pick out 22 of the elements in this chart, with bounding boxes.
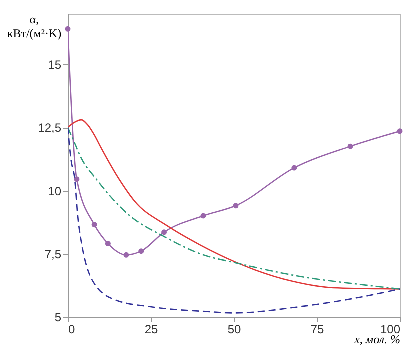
point: [138, 248, 144, 254]
x-tick-label: 25: [144, 322, 158, 336]
point: [124, 252, 130, 258]
y-tick-label: 5: [54, 310, 62, 324]
point: [348, 144, 354, 150]
point: [200, 213, 206, 219]
point: [105, 241, 111, 247]
x-tick-label: 0: [68, 322, 76, 336]
y-tick-label: 10: [48, 184, 62, 198]
point: [397, 128, 403, 134]
y-tick-label: 15: [48, 58, 62, 72]
x-tick-label: 50: [228, 322, 242, 336]
point: [162, 230, 168, 236]
point: [292, 165, 298, 171]
point: [65, 26, 71, 32]
y-tick-label: 7,5: [44, 247, 62, 262]
point: [74, 176, 80, 182]
x-tick-label: 75: [310, 322, 324, 336]
point: [233, 203, 239, 209]
point: [92, 222, 98, 228]
y-tick-label: 12,5: [38, 121, 62, 136]
y-axis-title: α, кВт/(м²·K): [7, 12, 62, 40]
